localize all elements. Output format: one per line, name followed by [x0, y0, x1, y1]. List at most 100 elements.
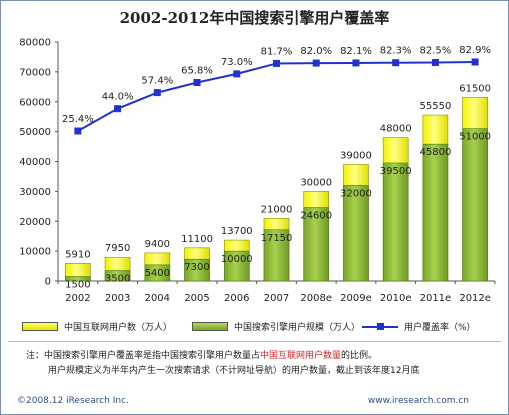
bar-search-users	[303, 207, 330, 282]
legend-label: 用户覆盖率（%）	[404, 322, 476, 333]
y-tick-label: 60000	[19, 97, 51, 108]
chart-canvas: 0 10000 20000 30000 40000 50000 60000 70000 8000…	[19, 38, 496, 304]
data-label-internet: 48000	[380, 124, 412, 135]
coverage-marker	[352, 59, 360, 67]
data-label-coverage: 73.0%	[221, 57, 253, 68]
data-label-search: 10000	[221, 254, 253, 265]
data-label-coverage: 57.4%	[141, 76, 173, 87]
data-label-internet: 39000	[340, 150, 372, 161]
data-label-internet: 21000	[261, 204, 293, 215]
legend-line-marker	[362, 322, 398, 331]
data-label-internet: 5910	[65, 249, 90, 260]
y-tick-label: 80000	[19, 38, 51, 49]
data-label-coverage: 25.4%	[62, 114, 94, 125]
coverage-marker	[153, 89, 161, 97]
data-label-search: 45800	[420, 147, 452, 158]
note-text: 的比例。	[341, 351, 378, 361]
x-tick-label: 2012e	[459, 293, 491, 304]
bar-search-users	[422, 143, 449, 282]
y-tick-label: 40000	[19, 157, 51, 168]
legend-internet-users: 中国互联网用户数（万人）	[22, 319, 172, 333]
divider	[8, 341, 501, 342]
x-tick-label: 2009e	[340, 293, 372, 304]
data-label-internet: 30000	[300, 177, 332, 188]
axes: 0 10000 20000 30000 40000 50000 60000 70000 8000…	[19, 38, 496, 304]
bar-search-users	[223, 250, 250, 282]
legend-swatch-green	[192, 321, 228, 331]
data-label-coverage: 82.3%	[380, 46, 412, 57]
coverage-line	[74, 58, 479, 135]
coverage-marker	[273, 59, 280, 67]
bar-search-users	[382, 162, 409, 282]
y-tick-label: 50000	[19, 127, 51, 138]
x-tick-label: 2007	[264, 293, 289, 304]
bar-search-users	[104, 270, 131, 282]
note-prefix: 注：	[26, 351, 45, 361]
footnote: 注：中国搜索引擎用户覆盖率是指中国搜索引擎用户数量占中国互联网用户数量的比例。 …	[26, 349, 419, 379]
data-label-internet: 11100	[181, 234, 213, 245]
legend-swatch-yellow	[22, 321, 58, 331]
y-tick-label: 30000	[19, 187, 51, 198]
x-tick-label: 2004	[145, 293, 170, 304]
y-tick-label: 70000	[19, 67, 51, 78]
bar-search-users	[65, 276, 91, 282]
copyright: ©2008.12 iResearch Inc.	[17, 396, 129, 406]
coverage-polyline	[77, 61, 476, 132]
data-label-search: 17150	[261, 233, 293, 244]
y-tick-label: 0	[45, 277, 51, 288]
legend-search-users: 中国搜索引擎用户规模（万人）	[192, 319, 360, 333]
y-tick-label: 10000	[19, 247, 51, 258]
data-label-search: 3500	[105, 274, 130, 285]
bars	[65, 96, 488, 282]
bar-search-users	[184, 258, 210, 282]
data-label-search: 32000	[340, 188, 372, 199]
data-label-internet: 61500	[459, 83, 491, 94]
bar-search-users	[144, 264, 171, 282]
legend-label: 中国搜索引擎用户规模（万人）	[234, 322, 361, 333]
source-url: www.iresearch.com.cn	[367, 396, 469, 406]
x-tick-label: 2010e	[380, 293, 412, 304]
bar-search-users	[462, 128, 488, 282]
data-label-search: 7300	[184, 262, 209, 273]
x-tick-label: 2006	[224, 293, 249, 304]
data-labels: 5910 1500 7950 3500 9400 5400 11100 7300 13700 10…	[62, 45, 491, 291]
data-label-coverage: 82.5%	[420, 45, 452, 56]
data-label-coverage: 82.9%	[459, 45, 491, 56]
data-label-search: 1500	[65, 280, 90, 291]
coverage-marker	[193, 79, 201, 87]
data-label-internet: 55550	[420, 101, 452, 112]
data-label-coverage: 82.1%	[340, 46, 372, 57]
x-tick-label: 2008e	[300, 293, 332, 304]
legend-label: 中国互联网用户数（万人）	[64, 322, 173, 333]
x-tick-label: 2011e	[420, 293, 452, 304]
x-tick-label: 2003	[105, 293, 130, 304]
data-label-search: 5400	[145, 268, 170, 279]
y-tick-label: 20000	[19, 217, 51, 228]
coverage-marker	[392, 59, 400, 67]
coverage-marker	[74, 127, 82, 135]
coverage-marker	[471, 58, 479, 66]
note-text: 用户规模定义为半年内产生一次搜索请求（不计网址导航）的用户数量，截止到该年度12…	[48, 366, 420, 376]
data-label-coverage: 44.0%	[102, 92, 134, 103]
data-label-coverage: 65.8%	[181, 66, 213, 77]
coverage-marker	[233, 70, 241, 78]
data-label-search: 51000	[459, 132, 491, 143]
note-text: 中国搜索引擎用户覆盖率是指中国搜索引擎用户数量占	[44, 351, 261, 361]
chart-title: 2002-2012年中国搜索引擎用户覆盖率	[119, 9, 390, 27]
legend-coverage: 用户覆盖率（%）	[362, 319, 476, 333]
data-label-internet: 9400	[145, 239, 170, 250]
x-tick-label: 2002	[65, 293, 90, 304]
coverage-marker	[431, 58, 439, 66]
data-label-search: 24600	[300, 211, 332, 222]
data-label-internet: 13700	[221, 226, 253, 237]
coverage-marker	[114, 105, 122, 113]
data-label-internet: 7950	[105, 243, 130, 254]
x-tick-label: 2005	[184, 293, 209, 304]
data-label-coverage: 82.0%	[300, 46, 332, 57]
note-highlight: 中国互联网用户数量	[260, 351, 342, 361]
bar-search-users	[263, 229, 290, 282]
coverage-marker	[312, 59, 320, 67]
data-label-coverage: 81.7%	[261, 46, 293, 57]
bar-search-users	[343, 185, 369, 282]
data-label-search: 39500	[380, 166, 412, 177]
